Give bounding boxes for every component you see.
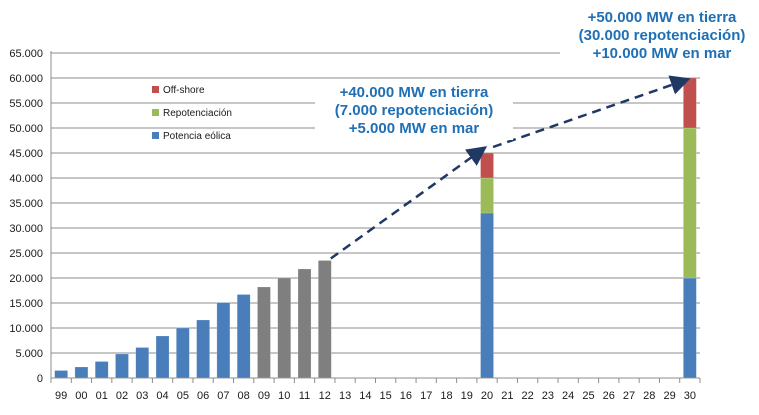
legend-label: Repotenciación <box>163 108 232 119</box>
annotation-2020-target: +40.000 MW en tierra (7.000 repotenciaci… <box>315 82 513 140</box>
y-tick-label: 55.000 <box>9 98 43 110</box>
x-tick-label: 04 <box>156 390 168 402</box>
bar-segment <box>480 152 494 179</box>
bar-segment <box>257 286 271 379</box>
x-tick-label: 18 <box>440 390 452 402</box>
y-tick-label: 20.000 <box>9 273 43 285</box>
bar-segment <box>135 347 150 379</box>
x-tick-label: 30 <box>684 390 696 402</box>
x-tick-label: 17 <box>420 390 432 402</box>
bar-segment <box>683 77 697 129</box>
x-tick-label: 16 <box>400 390 412 402</box>
x-tick-label: 24 <box>562 390 574 402</box>
y-tick-label: 50.000 <box>9 123 43 135</box>
x-tick-label: 01 <box>96 390 108 402</box>
bar-segment <box>277 277 291 379</box>
y-tick-label: 35.000 <box>9 198 43 210</box>
bar-segment <box>115 353 129 379</box>
annotation-2030-target: +50.000 MW en tierra (30.000 repotenciac… <box>560 7 759 65</box>
axes: 0 5.000 10.000 15.000 20.000 25.000 30.000 35.0… <box>9 48 701 402</box>
y-tick-label: 45.000 <box>9 148 43 160</box>
bar-segment <box>683 277 697 379</box>
x-tick-label: 03 <box>136 390 148 402</box>
bar-segment <box>216 302 231 379</box>
x-tick-label: 22 <box>521 390 533 402</box>
bar-segment <box>196 319 210 379</box>
x-tick-label: 05 <box>177 390 189 402</box>
annotation-2030-line3: +10.000 MW en mar <box>592 45 732 62</box>
bar-segment <box>297 268 312 379</box>
x-tick-label: 07 <box>217 390 229 402</box>
x-tick-label: 12 <box>319 390 331 402</box>
y-tick-label: 0 <box>37 373 43 385</box>
y-tick-label: 10.000 <box>9 323 43 335</box>
x-tick-label: 02 <box>116 390 128 402</box>
y-tick-label: 25.000 <box>9 248 43 260</box>
annotation-2030-line2: (30.000 repotenciación) <box>578 27 746 44</box>
annotation-2020-line3: +5.000 MW en mar <box>348 120 480 137</box>
x-tick-label: 99 <box>55 390 67 402</box>
trend-arrow-2012-2020 <box>330 146 488 260</box>
x-tick-label: 09 <box>258 390 270 402</box>
x-tick-label: 25 <box>582 390 594 402</box>
legend-label: Off-shore <box>163 85 205 96</box>
x-tick-label: 27 <box>623 390 635 402</box>
trend-arrows <box>330 75 691 260</box>
x-tick-label: 23 <box>542 390 554 402</box>
annotation-2020-line2: (7.000 repotenciación) <box>334 102 494 119</box>
bar-segment <box>176 327 190 379</box>
bar-segment <box>480 177 494 214</box>
x-tick-label: 26 <box>603 390 615 402</box>
y-tick-label: 15.000 <box>9 298 43 310</box>
y-tick-label: 60.000 <box>9 73 43 85</box>
x-tick-label: 29 <box>663 390 675 402</box>
y-tick-label: 40.000 <box>9 173 43 185</box>
x-tick-label: 10 <box>278 390 290 402</box>
legend-swatch <box>152 109 159 116</box>
x-tick-label: 11 <box>299 390 310 402</box>
x-tick-label: 00 <box>75 390 87 402</box>
y-tick-label: 5.000 <box>15 348 43 360</box>
bar-segment <box>236 294 251 379</box>
y-tick-label: 30.000 <box>9 223 43 235</box>
legend-swatch <box>152 132 159 139</box>
y-tick-label: 65.000 <box>9 48 43 60</box>
bar-segment <box>683 127 697 279</box>
legend-swatch <box>152 86 159 93</box>
bar-segment <box>54 370 68 379</box>
bar-segment <box>318 260 332 379</box>
trend-arrow-2020-2030 <box>492 75 691 149</box>
bar-segment <box>94 361 109 379</box>
bar-segment <box>74 366 89 379</box>
legend: Off-shore Repotenciación Potencia eólica <box>152 85 232 142</box>
bar-segment <box>480 212 494 379</box>
annotation-2030-line1: +50.000 MW en tierra <box>587 9 737 26</box>
bar-segment <box>155 335 170 379</box>
bars <box>54 77 697 379</box>
x-tick-label: 20 <box>481 390 493 402</box>
x-tick-label: 14 <box>359 390 371 402</box>
legend-label: Potencia eólica <box>163 131 231 142</box>
x-tick-label: 19 <box>461 390 473 402</box>
x-tick-label: 13 <box>339 390 351 402</box>
annotation-2020-line1: +40.000 MW en tierra <box>339 84 489 101</box>
x-tick-label: 15 <box>380 390 392 402</box>
x-tick-label: 28 <box>643 390 655 402</box>
x-tick-label: 06 <box>197 390 209 402</box>
x-tick-label: 21 <box>501 390 513 402</box>
x-tick-label: 08 <box>238 390 250 402</box>
